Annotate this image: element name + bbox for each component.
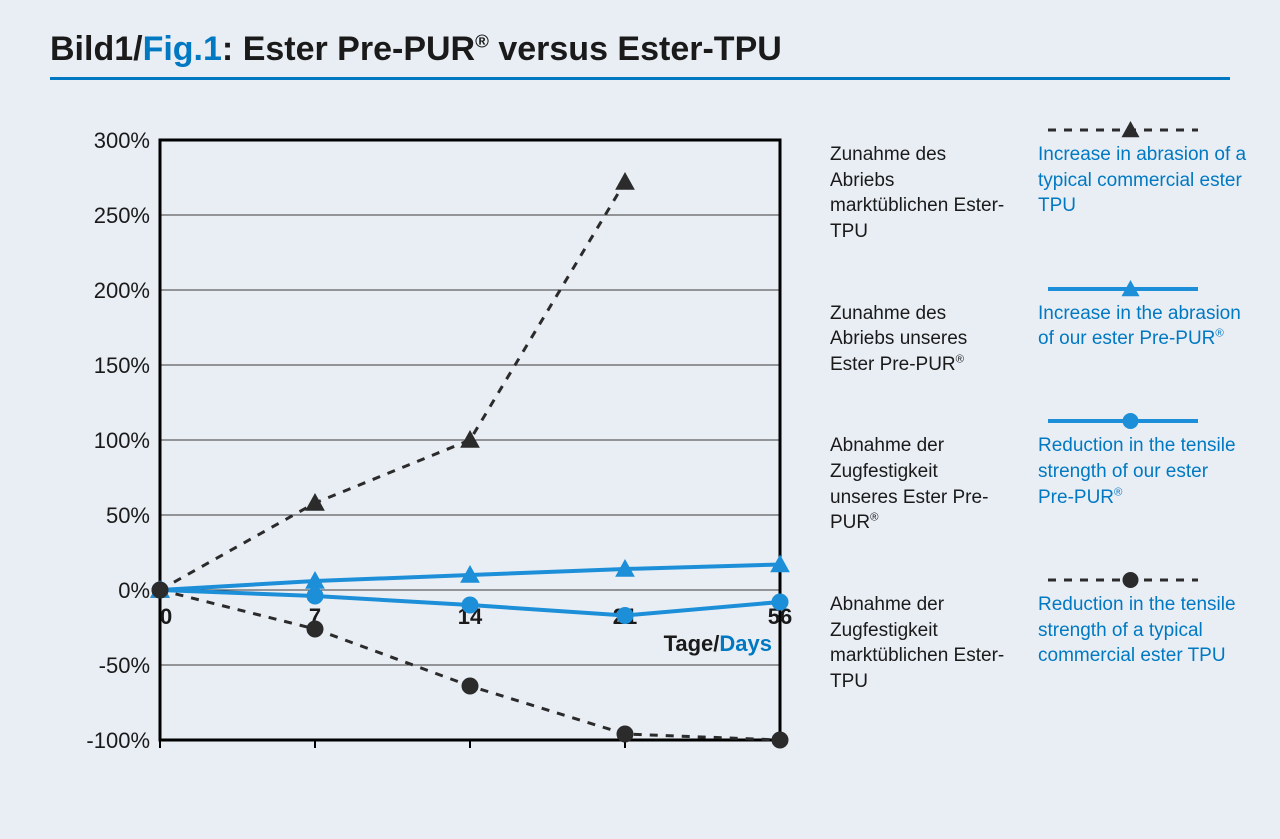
legend-marker [830, 279, 1248, 299]
y-tick-label: 300% [94, 128, 150, 153]
legend-text-row: Abnahme der Zugfestigkeit unseres Ester … [830, 433, 1248, 536]
content-row: -100%-50%0%50%100%150%200%250%300%071421… [50, 120, 1230, 785]
title-en-prefix: Fig.1 [143, 30, 222, 68]
legend-text-row: Abnahme der Zugfestigkeit marktüblichen … [830, 592, 1248, 695]
legend-label-de: Abnahme der Zugfestigkeit unseres Ester … [830, 433, 1010, 536]
y-tick-label: -50% [99, 653, 150, 678]
legend-label-en: Increase in the abrasion of our ester Pr… [1038, 301, 1248, 378]
legend-entry: Zunahme des Abriebs unseres Ester Pre-PU… [830, 279, 1248, 378]
title-rest: : Ester Pre-PUR [222, 30, 475, 68]
legend-label-de: Abnahme der Zugfestigkeit marktüblichen … [830, 592, 1010, 695]
series-prepur_abrasion [151, 556, 789, 598]
y-tick-label: 100% [94, 428, 150, 453]
legend-entry: Zunahme des Abriebs marktüblichen Ester-… [830, 120, 1248, 245]
legend-marker [830, 411, 1248, 431]
legend-text-row: Zunahme des Abriebs unseres Ester Pre-PU… [830, 301, 1248, 378]
series-tpu_abrasion [151, 173, 634, 597]
title-sup: ® [475, 31, 489, 52]
legend-label-en: Reduction in the tensile strength of our… [1038, 433, 1248, 536]
legend-marker [830, 120, 1248, 140]
legend: Zunahme des Abriebs marktüblichen Ester-… [830, 120, 1248, 729]
figure-title: Bild1/Fig.1: Ester Pre-PUR® versus Ester… [50, 30, 1230, 80]
legend-label-en: Reduction in the tensile strength of a t… [1038, 592, 1248, 695]
legend-entry: Abnahme der Zugfestigkeit marktüblichen … [830, 570, 1248, 695]
legend-marker [830, 570, 1248, 590]
y-tick-label: 0% [118, 578, 150, 603]
title-de-prefix: Bild1/ [50, 30, 143, 68]
y-tick-label: 200% [94, 278, 150, 303]
page-root: Bild1/Fig.1: Ester Pre-PUR® versus Ester… [0, 0, 1280, 839]
y-tick-label: 150% [94, 353, 150, 378]
y-tick-label: -100% [86, 728, 150, 753]
x-axis-label: Tage/Days [664, 631, 772, 656]
y-tick-label: 250% [94, 203, 150, 228]
legend-label-en: Increase in abrasion of a typical commer… [1038, 142, 1248, 245]
chart-container: -100%-50%0%50%100%150%200%250%300%071421… [50, 120, 800, 785]
legend-text-row: Zunahme des Abriebs marktüblichen Ester-… [830, 142, 1248, 245]
legend-label-de: Zunahme des Abriebs marktüblichen Ester-… [830, 142, 1010, 245]
x-tick-label: 0 [160, 604, 172, 629]
y-tick-label: 50% [106, 503, 150, 528]
legend-label-de: Zunahme des Abriebs unseres Ester Pre-PU… [830, 301, 1010, 378]
legend-entry: Abnahme der Zugfestigkeit unseres Ester … [830, 411, 1248, 536]
title-suffix: versus Ester-TPU [489, 30, 782, 68]
chart-svg: -100%-50%0%50%100%150%200%250%300%071421… [50, 120, 800, 780]
